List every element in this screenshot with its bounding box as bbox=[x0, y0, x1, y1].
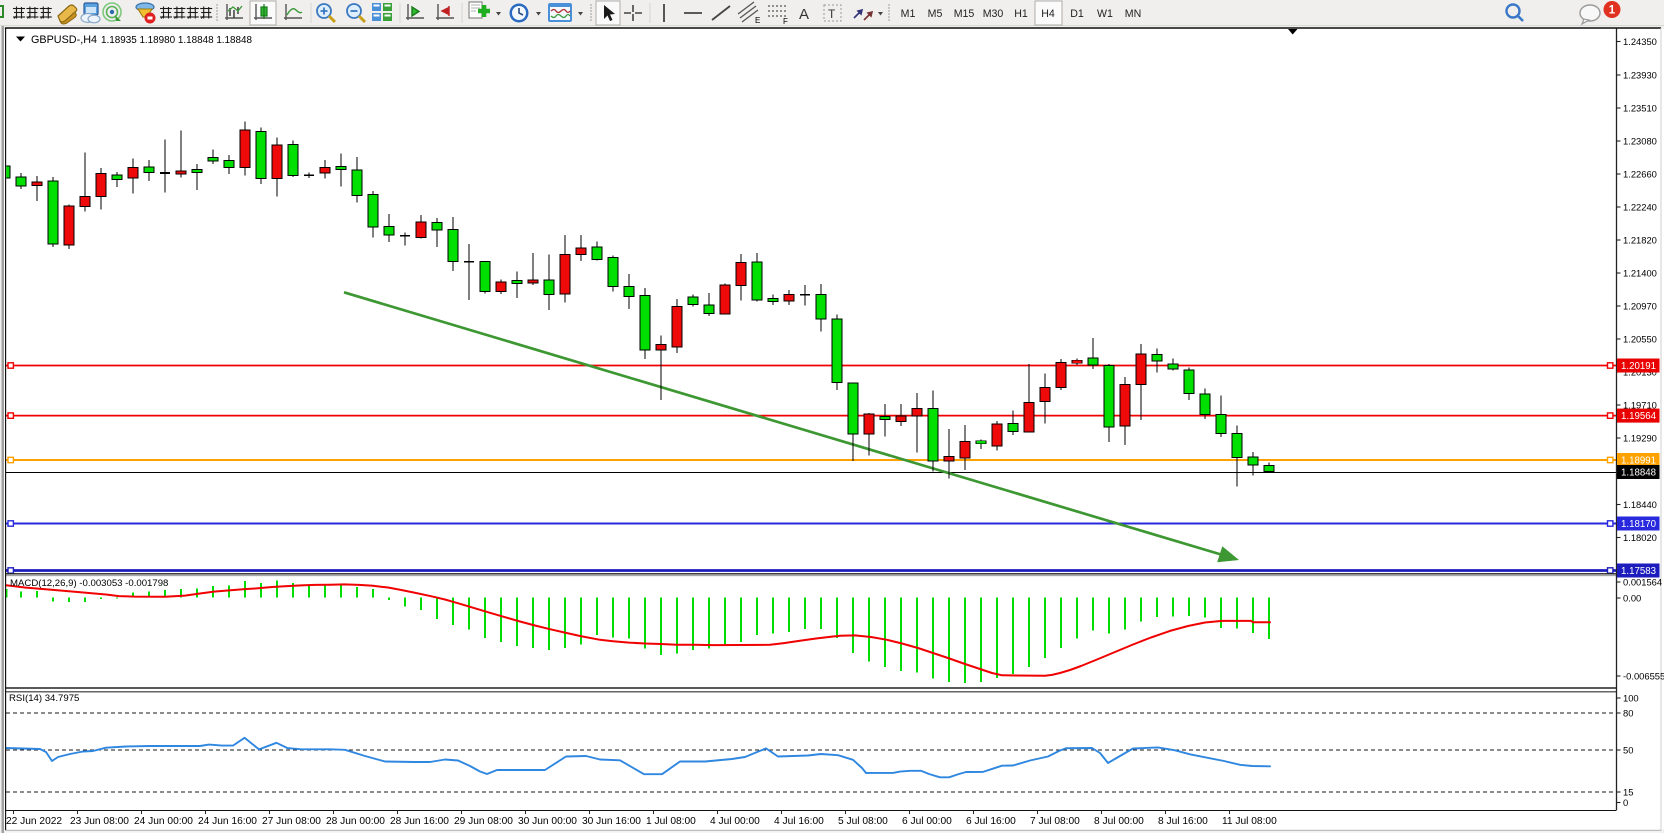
svg-text:23 Jun 08:00: 23 Jun 08:00 bbox=[70, 816, 129, 827]
svg-text:1.20191: 1.20191 bbox=[1621, 361, 1656, 372]
svg-text:1.23080: 1.23080 bbox=[1623, 135, 1657, 146]
svg-text:1.19290: 1.19290 bbox=[1623, 432, 1657, 443]
svg-text:M1: M1 bbox=[901, 8, 916, 20]
svg-text:1.19710: 1.19710 bbox=[1623, 399, 1657, 410]
svg-text:8 Jul 00:00: 8 Jul 00:00 bbox=[1094, 816, 1144, 827]
svg-text:1.20550: 1.20550 bbox=[1623, 333, 1657, 344]
svg-text:1.18935 1.18980 1.18848 1.1884: 1.18935 1.18980 1.18848 1.18848 bbox=[101, 35, 253, 46]
svg-text:50: 50 bbox=[1623, 744, 1633, 755]
svg-text:0: 0 bbox=[1623, 797, 1628, 808]
svg-text:1.23510: 1.23510 bbox=[1623, 102, 1657, 113]
svg-text:8 Jul 16:00: 8 Jul 16:00 bbox=[1158, 816, 1208, 827]
svg-text:1.19564: 1.19564 bbox=[1621, 411, 1657, 422]
svg-text:4 Jul 00:00: 4 Jul 00:00 bbox=[710, 816, 760, 827]
svg-text:1 Jul 08:00: 1 Jul 08:00 bbox=[646, 816, 696, 827]
svg-text:28 Jun 00:00: 28 Jun 00:00 bbox=[326, 816, 385, 827]
svg-text:-0.006555: -0.006555 bbox=[1623, 670, 1664, 681]
svg-text:5 Jul 08:00: 5 Jul 08:00 bbox=[838, 816, 888, 827]
svg-text:1.20970: 1.20970 bbox=[1623, 300, 1657, 311]
svg-text:1.21820: 1.21820 bbox=[1623, 234, 1657, 245]
svg-text:24 Jun 00:00: 24 Jun 00:00 bbox=[134, 816, 193, 827]
svg-text:6 Jul 16:00: 6 Jul 16:00 bbox=[966, 816, 1016, 827]
svg-text:M5: M5 bbox=[928, 8, 943, 20]
svg-text:1.18991: 1.18991 bbox=[1621, 456, 1656, 467]
svg-text:E: E bbox=[755, 16, 760, 25]
svg-text:1.22660: 1.22660 bbox=[1623, 168, 1657, 179]
svg-text:6 Jul 00:00: 6 Jul 00:00 bbox=[902, 816, 952, 827]
svg-text:D1: D1 bbox=[1070, 8, 1084, 20]
svg-text:1.18020: 1.18020 bbox=[1623, 532, 1657, 543]
svg-text:29 Jun 08:00: 29 Jun 08:00 bbox=[454, 816, 513, 827]
svg-text:1.23930: 1.23930 bbox=[1623, 69, 1657, 80]
svg-text:11 Jul 08:00: 11 Jul 08:00 bbox=[1222, 816, 1277, 827]
svg-text:MN: MN bbox=[1125, 8, 1141, 20]
svg-text:7 Jul 08:00: 7 Jul 08:00 bbox=[1030, 816, 1080, 827]
svg-text:1.18848: 1.18848 bbox=[1621, 468, 1656, 479]
svg-text:100: 100 bbox=[1623, 692, 1639, 703]
svg-text:30 Jun 00:00: 30 Jun 00:00 bbox=[518, 816, 577, 827]
svg-text:GBPUSD-,H4: GBPUSD-,H4 bbox=[31, 34, 97, 46]
svg-text:H1: H1 bbox=[1014, 8, 1028, 20]
svg-text:28 Jun 16:00: 28 Jun 16:00 bbox=[390, 816, 449, 827]
svg-text:F: F bbox=[783, 17, 788, 26]
svg-text:1.22240: 1.22240 bbox=[1623, 201, 1657, 212]
svg-text:1.24350: 1.24350 bbox=[1623, 36, 1657, 47]
svg-text:MACD(12,26,9) -0.003053 -0.001: MACD(12,26,9) -0.003053 -0.001798 bbox=[10, 578, 168, 589]
svg-text:0.00: 0.00 bbox=[1623, 592, 1641, 603]
svg-text:0.001564: 0.001564 bbox=[1623, 576, 1662, 587]
svg-text:W1: W1 bbox=[1097, 8, 1113, 20]
svg-text:M30: M30 bbox=[983, 8, 1004, 20]
svg-text:1.21400: 1.21400 bbox=[1623, 267, 1657, 278]
svg-text:1.17583: 1.17583 bbox=[1621, 566, 1656, 577]
svg-text:1: 1 bbox=[1609, 5, 1616, 17]
svg-text:24 Jun 16:00: 24 Jun 16:00 bbox=[198, 816, 257, 827]
svg-text:30 Jun 16:00: 30 Jun 16:00 bbox=[582, 816, 641, 827]
svg-text:1.18440: 1.18440 bbox=[1623, 499, 1657, 510]
svg-text:27 Jun 08:00: 27 Jun 08:00 bbox=[262, 816, 321, 827]
svg-text:H4: H4 bbox=[1041, 8, 1055, 20]
svg-text:80: 80 bbox=[1623, 707, 1633, 718]
svg-text:4 Jul 16:00: 4 Jul 16:00 bbox=[774, 816, 824, 827]
svg-text:15: 15 bbox=[1623, 786, 1633, 797]
svg-text:1.18170: 1.18170 bbox=[1621, 519, 1657, 530]
svg-text:M15: M15 bbox=[954, 8, 975, 20]
svg-text:A: A bbox=[799, 6, 809, 23]
svg-text:22 Jun 2022: 22 Jun 2022 bbox=[6, 816, 62, 827]
svg-text:RSI(14) 34.7975: RSI(14) 34.7975 bbox=[9, 693, 79, 704]
svg-text:T: T bbox=[828, 7, 836, 21]
